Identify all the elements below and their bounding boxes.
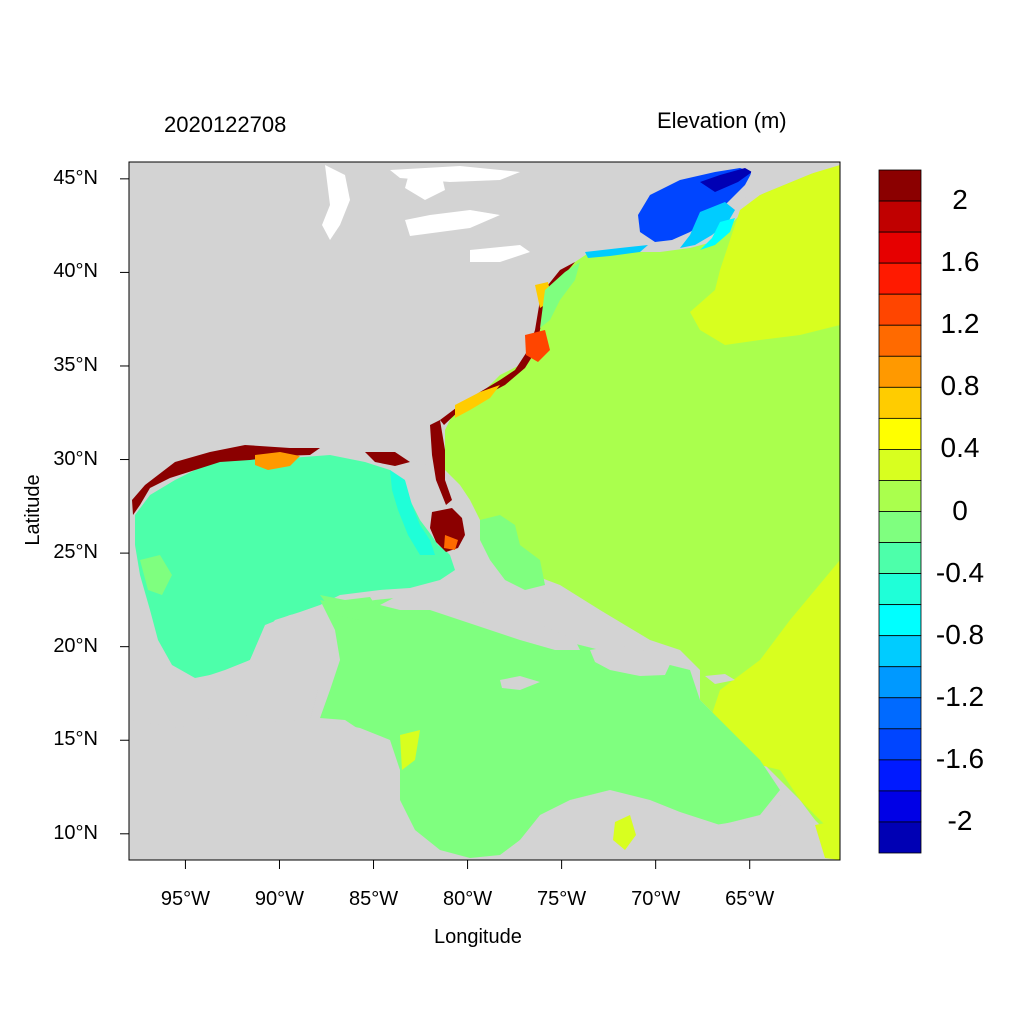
yucatan-peninsula-land [195,610,330,722]
south-florida-surge-edge [444,535,458,550]
atlantic-southeast-zone [710,560,840,860]
mid-atlantic-shelf [540,262,580,328]
colorbar-label: 0.4 [940,432,980,464]
lat-tick-label: 35°N [53,353,98,376]
lon-tick-label: 70°W [631,888,681,910]
nova-scotia-land [745,162,840,200]
georgia-coast-shelf [455,385,500,418]
florida-west-shelf [390,470,435,555]
map-plot-area [129,162,840,860]
lon-tick-label: 95°W [160,888,210,910]
colorbar-label: 1.6 [940,246,980,278]
florida-east-coast-surge [430,420,452,505]
lat-tick-label: 20°N [53,634,98,657]
lon-tick-label: 75°W [537,888,587,910]
lon-tick-label: 80°W [443,888,493,910]
colorbar-box [878,666,922,699]
honduras-coast-high [400,730,420,770]
hispaniola-land [590,645,672,676]
colorbar-label: -2 [947,804,973,836]
colorbar [878,169,922,854]
gulf-of-maine-surge-outer [700,218,735,250]
long-island-sound-low [585,245,648,258]
colorbar-box [878,759,922,792]
colorbar-label: -1.2 [935,680,985,712]
colorbar-box [878,324,922,357]
pamlico-sound-surge [525,330,550,362]
colorbar-label: 0 [952,494,968,526]
lat-tick-label: 40°N [53,260,98,283]
colorbar-label: 2 [952,184,968,216]
y-axis-label: Latitude [22,474,44,546]
colorbar-box [878,573,922,606]
lat-tick-label: 45°N [53,166,98,189]
colorbar-label: -0.4 [935,556,985,588]
caribbean-sea-region [320,598,780,858]
colorbar-label: -0.8 [935,618,985,650]
central-america-land [129,712,460,860]
colorbar-box [878,728,922,761]
colorbar-box [878,231,922,264]
lon-tick-marks [184,860,751,869]
colorbar-box [878,262,922,295]
lake-maracaibo [613,815,636,850]
great-lakes-water [322,165,530,262]
colorbar-box [878,635,922,668]
atlantic-high-zone [690,162,840,345]
yucatan-shelf [320,595,380,620]
western-gulf-shelf [140,555,172,595]
colorbar-label: 0.8 [940,370,980,402]
south-america-land [500,795,840,860]
lon-tick-label: 85°W [348,888,399,910]
colorbar-box [878,697,922,730]
lat-tick-label: 25°N [53,541,98,564]
lon-tick-label: 90°W [254,888,305,910]
colorbar-box [878,542,922,574]
trinidad-high [815,820,840,860]
colorbar-box [878,386,922,419]
colorbar-box [878,449,922,481]
colorbar-box [878,200,922,233]
louisiana-surge-detail [255,452,300,470]
variable-title: Elevation (m) [657,108,787,133]
gulf-of-maine-surge-mid [680,202,735,248]
x-axis-label: Longitude [434,926,522,948]
lon-tick-label: 65°W [725,888,775,910]
bahamas-bank [480,515,545,590]
colorbar-box [878,790,922,823]
colorbar-box [878,480,922,512]
colorbar-box [878,293,922,326]
colorbar-box [878,511,922,543]
puerto-rico-land [705,674,735,684]
colorbar-box [878,604,922,637]
cuba-land [380,590,580,650]
lat-tick-marks [120,178,129,835]
lat-tick-label: 15°N [53,728,98,751]
colorbar-label: -1.6 [935,742,985,774]
florida-panhandle-surge [365,452,410,466]
gulf-coast-surge [132,445,320,515]
gulf-of-mexico-region [135,455,455,678]
colorbar-box [878,169,922,202]
jamaica-land [500,676,540,690]
colorbar-label: 1.2 [940,308,980,340]
colorbar-box [878,821,922,854]
timestamp-label: 2020122708 [164,112,287,137]
maine-coast-deep [700,168,752,192]
map-frame [128,161,841,861]
colorbar-box [878,355,922,388]
colorbar-box [878,417,922,450]
lat-tick-label: 10°N [53,821,98,844]
lat-tick-label: 30°N [53,447,98,470]
